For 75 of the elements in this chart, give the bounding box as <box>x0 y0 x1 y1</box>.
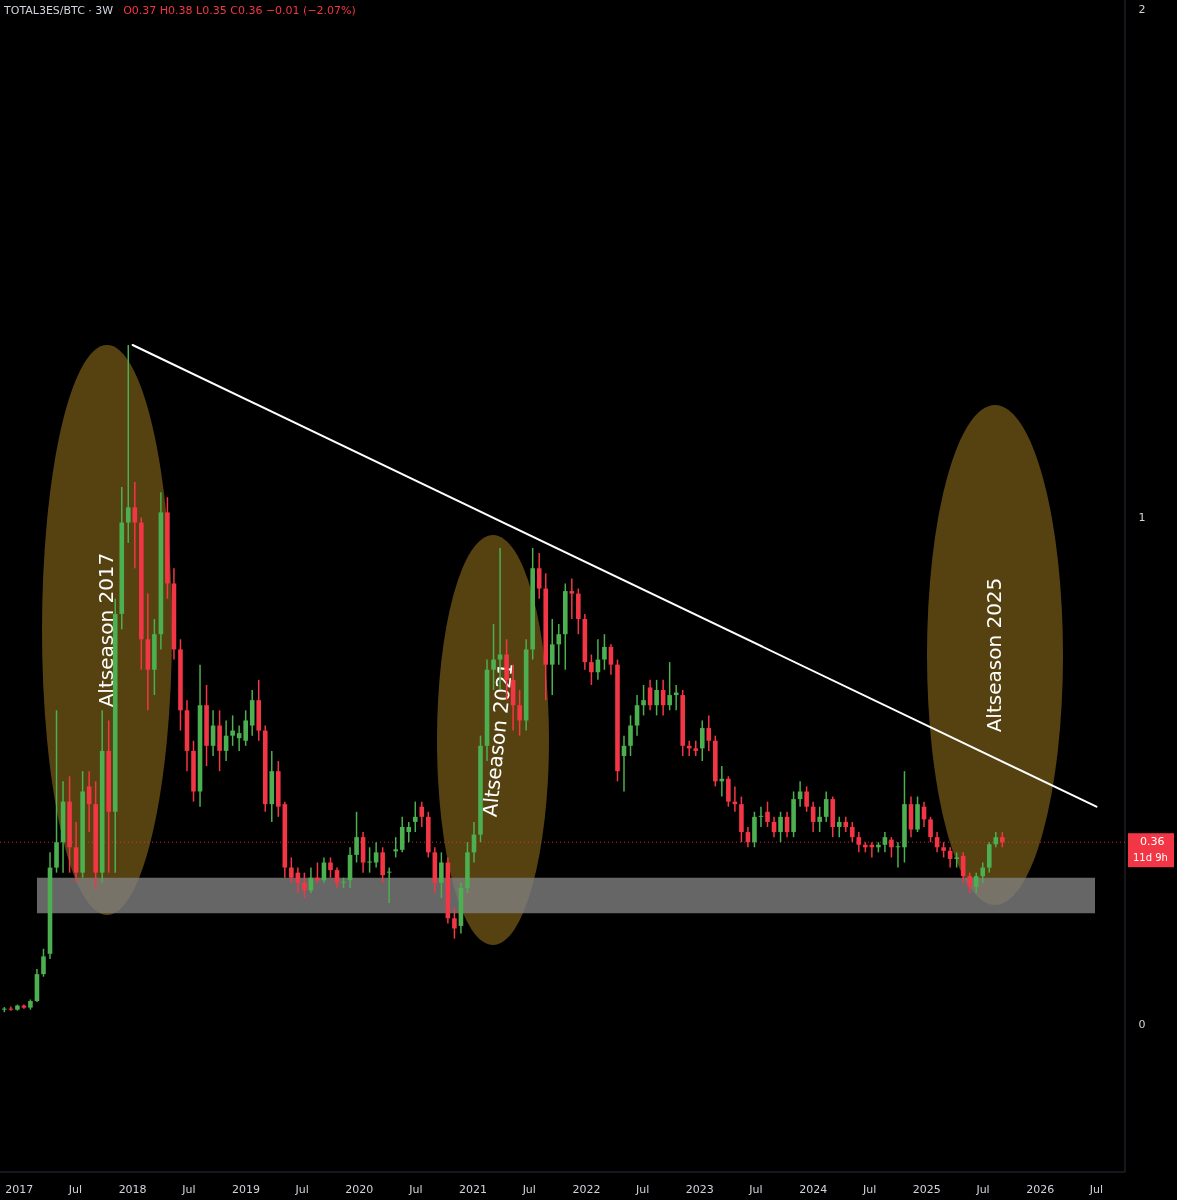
candlestick <box>393 836 399 859</box>
x-tick-label: Jul <box>67 1183 83 1196</box>
candlestick <box>804 785 809 813</box>
x-tick-label: Jul <box>748 1183 763 1196</box>
candlestick <box>973 871 979 894</box>
candlestick <box>967 871 972 894</box>
annotation: Altseason 2025 <box>981 577 1006 733</box>
candlestick <box>556 623 562 666</box>
candlestick <box>569 577 575 620</box>
x-tick-label: 2026 <box>1026 1183 1055 1196</box>
candlestick <box>980 861 986 884</box>
candlestick <box>452 907 457 940</box>
candlestick <box>699 719 705 762</box>
candlestick <box>823 790 829 823</box>
candlestick <box>928 816 933 843</box>
candlestick <box>726 775 731 808</box>
x-tick-label: Jul <box>1088 1183 1104 1196</box>
candlestick <box>549 618 555 696</box>
candlestick <box>41 948 46 978</box>
candlestick <box>634 694 640 737</box>
candlestick <box>380 846 385 884</box>
x-tick-label: Jul <box>975 1183 990 1196</box>
x-tick-label: Jul <box>181 1183 196 1196</box>
candlestick <box>517 689 522 737</box>
candlestick <box>334 866 340 889</box>
x-tick-label: 2018 <box>118 1183 147 1196</box>
x-tick-label: 2024 <box>799 1183 828 1196</box>
y-tick-label: 0 <box>1138 1017 1146 1031</box>
candlestick <box>412 800 418 833</box>
candlestick <box>628 714 633 757</box>
candlestick <box>667 661 672 712</box>
candlestick <box>654 679 659 717</box>
y-tick-label: 1 <box>1138 510 1146 524</box>
candlestick <box>302 871 307 899</box>
candlestick <box>765 800 770 828</box>
candlestick <box>836 816 842 838</box>
text: 11d 9h <box>1133 852 1168 864</box>
candlestick <box>419 800 425 828</box>
candlestick <box>706 714 712 752</box>
candlestick <box>602 633 607 671</box>
x-tick-label: Jul <box>862 1183 877 1196</box>
x-tick-label: 2023 <box>685 1183 714 1196</box>
candlestick <box>132 481 138 569</box>
candlestick <box>289 856 294 884</box>
candlestick <box>778 811 783 843</box>
candlestick <box>641 684 646 717</box>
candlestick <box>230 714 235 747</box>
candlestick <box>354 811 359 864</box>
candlestick <box>817 805 822 833</box>
x-tick-label: 2019 <box>232 1183 260 1196</box>
x-tick-label: 2022 <box>572 1183 601 1196</box>
x-tick-label: Jul <box>408 1183 423 1196</box>
x-tick-label: 2021 <box>459 1183 488 1196</box>
candlestick <box>589 653 594 686</box>
x-tick-label: Jul <box>294 1183 309 1196</box>
chart-subtitle: O0.37 H0.38 L0.35 C0.36 −0.01 (−2.07%) <box>123 4 356 17</box>
candlestick <box>536 552 542 600</box>
ref-line-label: 0.36 <box>1140 835 1165 849</box>
x-tick-label: 2017 <box>5 1183 34 1196</box>
chart-title: TOTAL3ES/BTC · 3W <box>3 4 114 17</box>
x-tick-label: Jul <box>521 1183 536 1196</box>
candlestick <box>797 780 803 808</box>
candlestick <box>243 709 248 747</box>
x-tick-label: 2025 <box>912 1183 941 1196</box>
candlestick <box>367 846 372 874</box>
candlestick <box>125 344 131 544</box>
candlestick <box>986 841 992 874</box>
y-tick-label: 2 <box>1138 3 1146 17</box>
annotation: Altseason 2017 <box>93 552 118 708</box>
x-tick-label: Jul <box>634 1183 650 1196</box>
x-tick-label: 2020 <box>345 1183 374 1196</box>
candlestick <box>882 831 888 854</box>
candlestick <box>373 841 379 869</box>
candlestick <box>439 851 444 899</box>
candlestick <box>328 856 333 879</box>
